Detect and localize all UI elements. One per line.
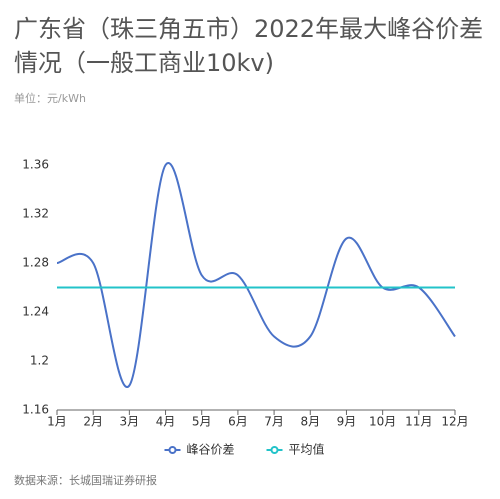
legend-label: 平均值 [289,442,325,457]
y-tick-label: 1.36 [22,158,49,172]
x-tick-label: 6月 [228,415,248,429]
legend-swatch-dot [270,446,279,454]
x-tick-label: 2月 [83,415,103,429]
source-note: 数据来源：长城国瑞证券研报 [14,474,157,487]
x-tick-label: 4月 [156,415,176,429]
series-line [56,161,456,388]
x-tick-label: 7月 [264,415,284,429]
y-tick-label: 1.16 [22,403,49,417]
chart-subtitle: 单位：元/kWh [14,92,86,105]
x-tick-label: 1月 [47,415,67,429]
x-tick-label: 12月 [441,415,468,429]
legend-label: 峰谷价差 [187,443,235,457]
y-tick-label: 1.28 [22,256,49,270]
x-tick-label: 11月 [405,415,432,429]
x-tick-label: 8月 [300,415,320,429]
y-tick-label: 1.32 [22,207,49,221]
x-tick-label: 9月 [337,415,357,429]
legend-swatch-dot [168,446,177,454]
x-tick-label: 10月 [369,415,396,429]
y-tick-label: 1.2 [30,354,49,368]
y-tick-label: 1.24 [22,305,49,319]
chart-title: 广东省（珠三角五市）2022年最大峰谷价差情况（一般工商业10kv) [14,15,484,77]
x-tick-label: 3月 [120,415,140,429]
x-tick-label: 5月 [192,415,212,429]
